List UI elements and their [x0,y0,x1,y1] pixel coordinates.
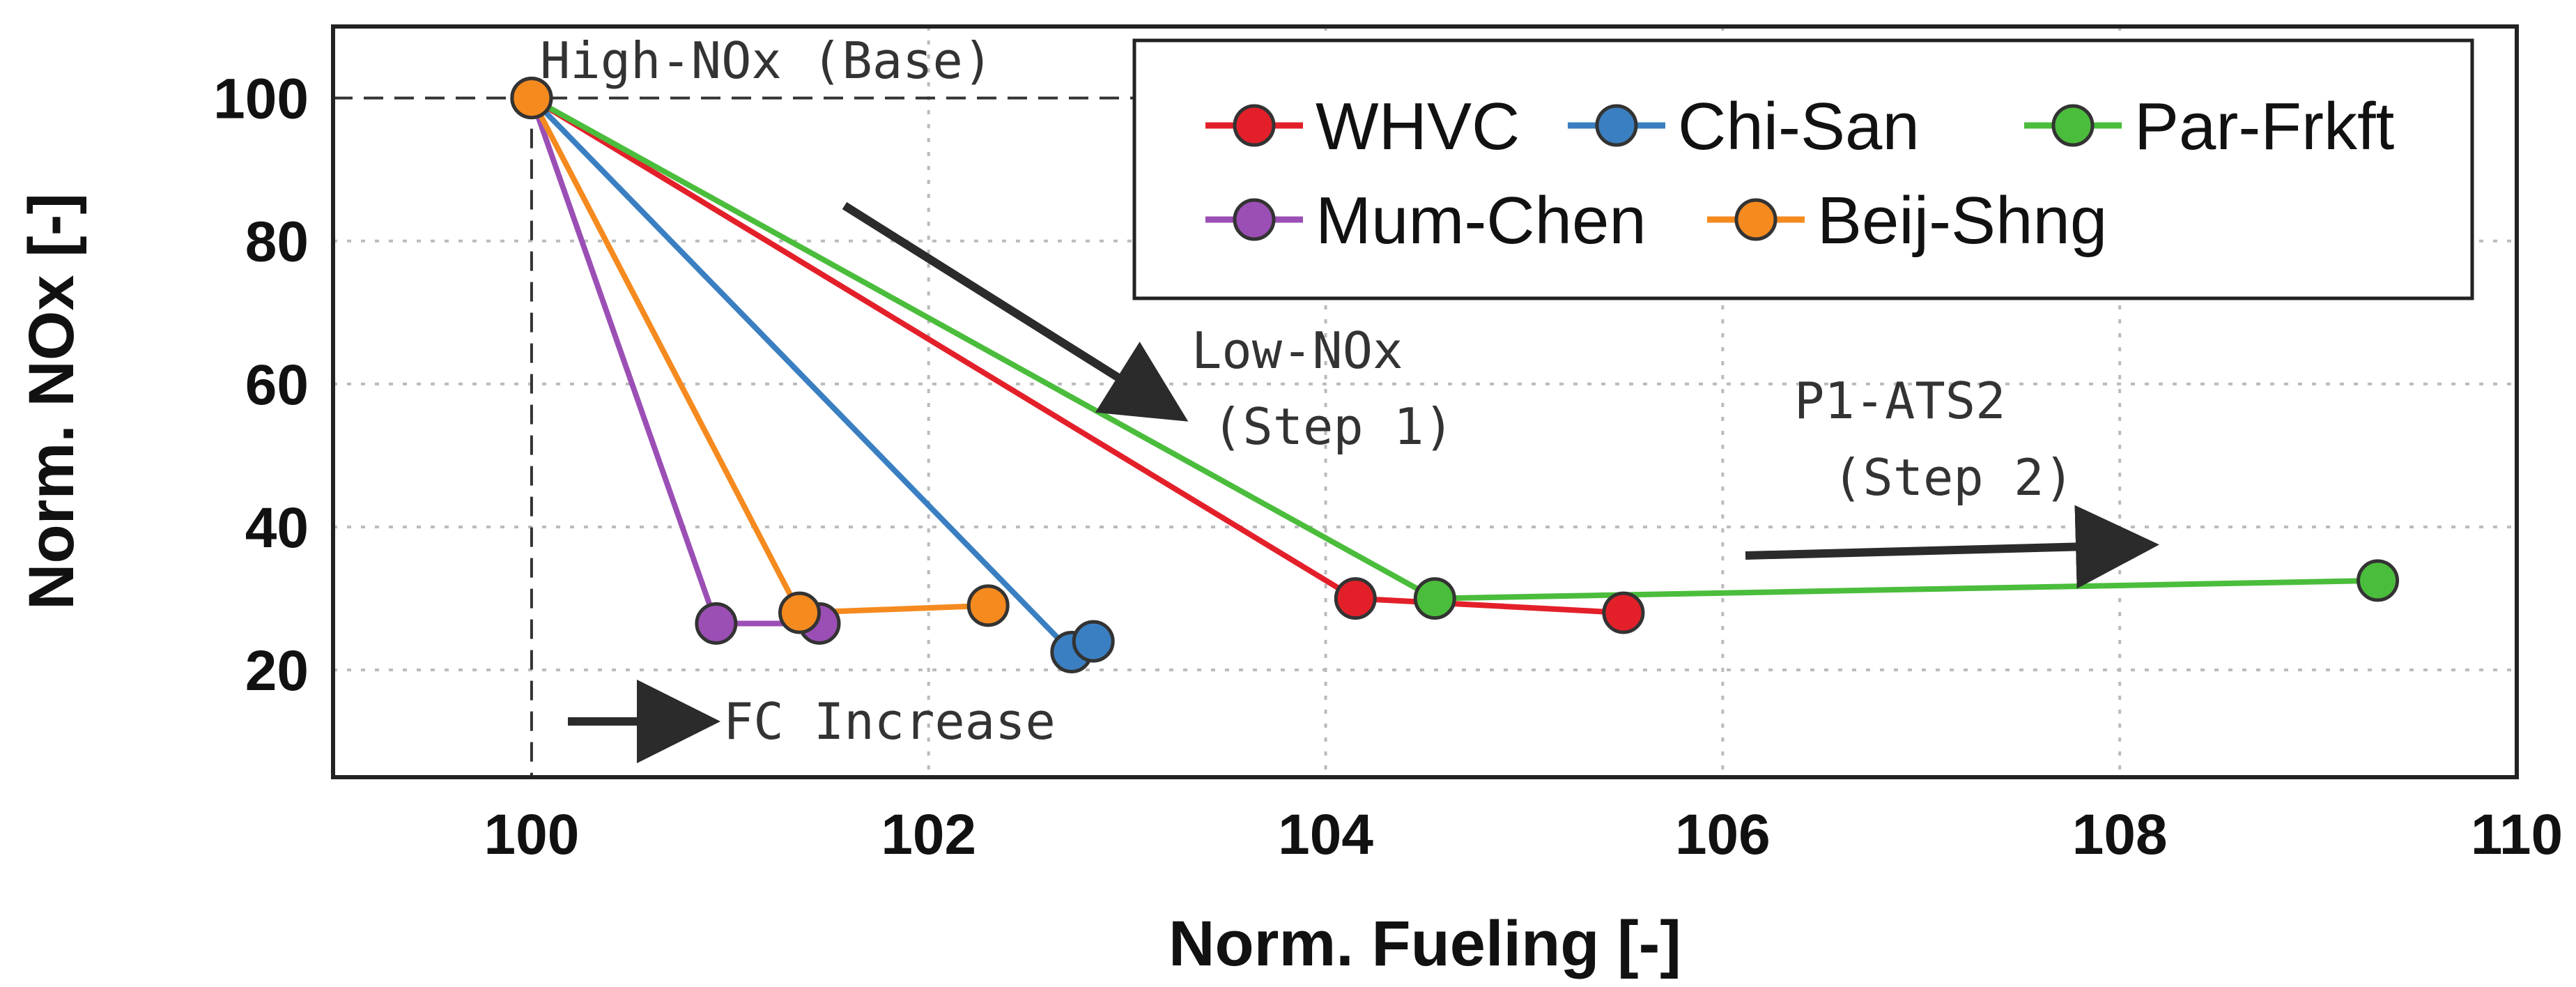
annotation-step-2: (Step 2) [1833,448,2074,507]
legend-label-mum-chen: Mum-Chen [1316,183,1646,258]
data-point-beij-shng [510,77,553,120]
legend-label-chi-san: Chi-San [1678,89,1920,164]
arrow-step-1 [842,201,1189,422]
grid [333,26,2518,777]
legend-marker-par-frkft [2051,104,2095,147]
y-axis-label: Norm. NOx [-] [16,193,87,610]
plot-frame [331,24,2519,779]
x-tick-label: 102 [881,803,976,866]
y-tick-label: 60 [245,353,309,417]
data-point-whvc [1602,591,1645,634]
legend-marker-beij-shng [1734,198,1777,241]
x-tick-labels: 100 102 104 106 108 110 [484,803,2563,866]
legend-label-whvc: WHVC [1316,89,1520,164]
series-layer [510,77,2400,673]
data-point-par-frkft [2357,559,2400,602]
annotation-low-nox: Low-NOx [1191,321,1403,380]
annotation-fc-increase: FC Increase [723,692,1056,751]
y-tick-label: 20 [245,639,309,703]
legend-label-beij-shng: Beij-Shng [1817,183,2107,258]
arrow-step-2 [1745,505,2159,589]
annotation-p1-ats2: P1-ATS2 [1794,372,2005,430]
legend-label-par-frkft: Par-Frkft [2134,89,2394,164]
x-tick-label: 106 [1675,803,1771,866]
legend-box [1132,38,2474,300]
annotation-step-1: (Step 1) [1212,397,1454,456]
x-tick-label: 104 [1278,803,1373,866]
y-tick-label: 40 [245,496,309,560]
series-line-chi-san [530,95,1095,655]
data-point-beij-shng [966,584,1010,627]
data-point-par-frkft [1413,577,1456,620]
legend-marker-chi-san [1595,104,1638,147]
x-tick-label: 100 [484,803,579,866]
y-tick-labels: 20 40 60 80 100 [213,68,309,703]
data-point-beij-shng [778,591,822,634]
series-line-beij-shng [529,96,989,616]
legend-marker-mum-chen [1233,198,1276,241]
data-point-whvc [1334,577,1377,620]
reference-lines [333,96,1134,777]
data-point-mum-chen [695,602,738,645]
data-point-chi-san [1072,620,1115,663]
annotation-high-nox-base: High-NOx (Base) [540,31,993,90]
x-tick-label: 110 [2471,803,2563,866]
legend-marker-whvc [1233,104,1276,147]
legend: WHVC Chi-San Par-Frkft Mum-Chen Beij-Shng [1132,38,2474,300]
y-tick-label: 80 [245,211,309,274]
y-tick-label: 100 [213,68,309,131]
x-axis-label: Norm. Fueling [-] [1169,908,1681,979]
x-tick-label: 108 [2072,803,2168,866]
